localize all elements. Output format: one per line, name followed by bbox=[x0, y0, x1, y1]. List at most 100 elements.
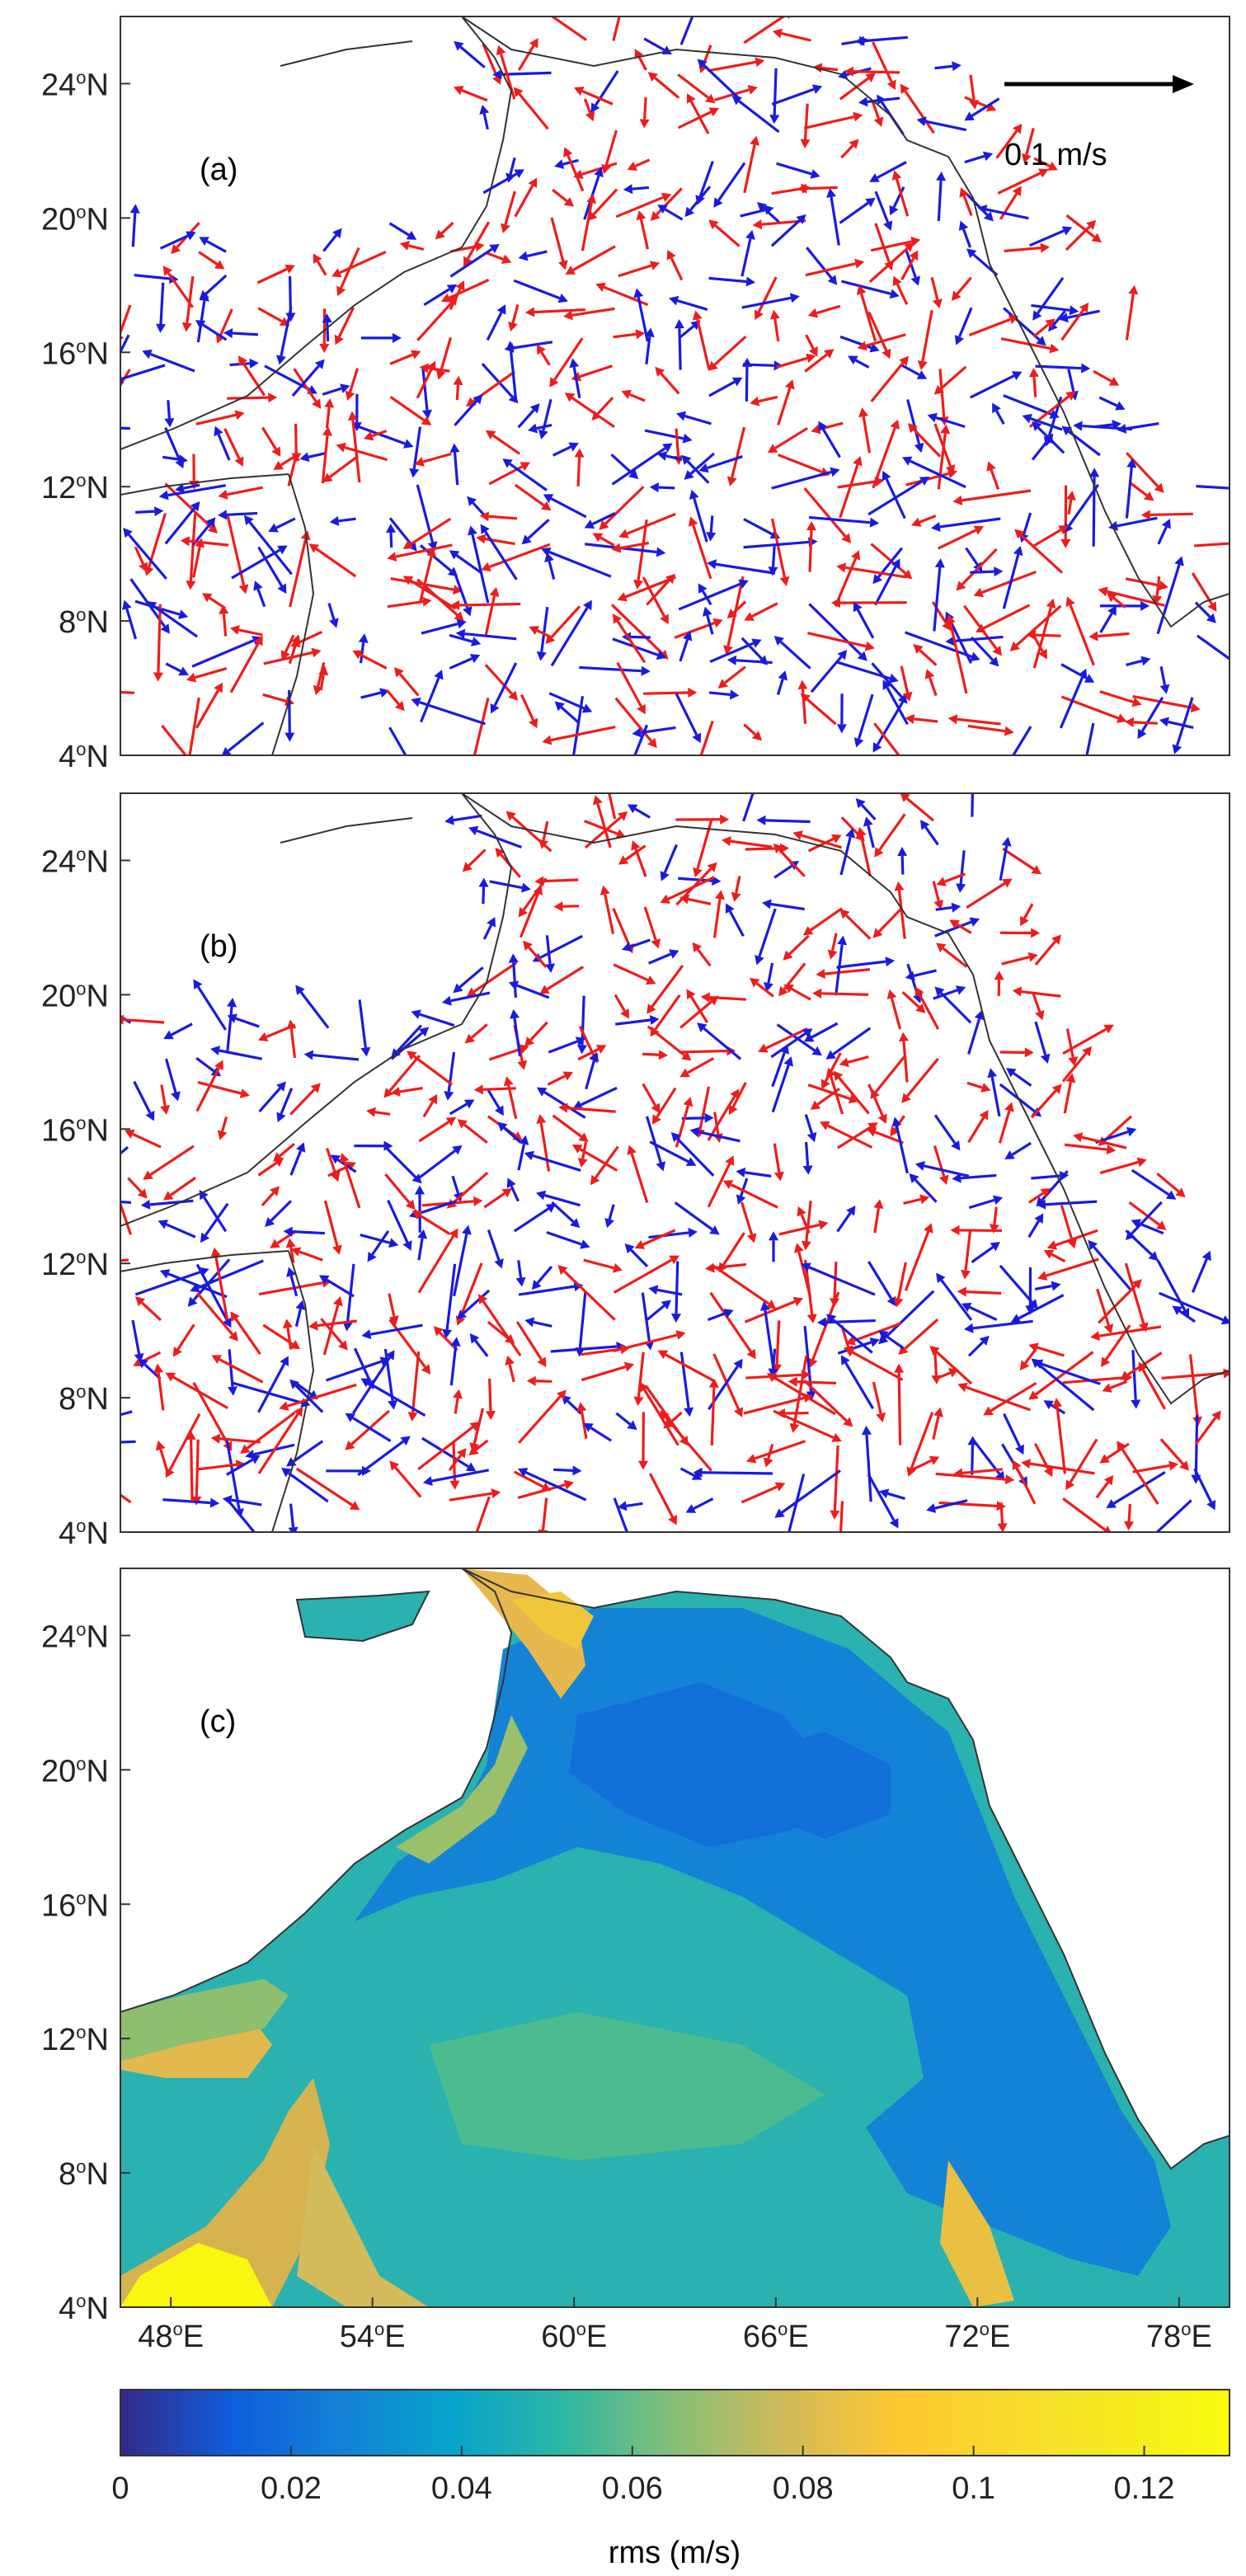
vector-arrow bbox=[741, 1485, 778, 1504]
vector-arrow bbox=[821, 428, 841, 458]
vector-arrow-head bbox=[909, 250, 919, 261]
vector-arrow-head bbox=[592, 795, 603, 806]
vector-arrow bbox=[165, 1058, 177, 1093]
vector-arrow bbox=[620, 541, 650, 550]
vector-arrow bbox=[871, 662, 903, 698]
vector-arrow bbox=[499, 53, 516, 100]
vector-arrow-head bbox=[889, 289, 900, 299]
vector-arrow-head bbox=[649, 261, 661, 270]
vector-arrow bbox=[149, 1145, 195, 1176]
vector-arrow-head bbox=[186, 1430, 196, 1441]
vector-arrow bbox=[905, 797, 935, 822]
vector-arrow-head bbox=[120, 336, 125, 341]
vector-arrow-head bbox=[650, 210, 661, 221]
vector-arrow bbox=[368, 1381, 426, 1417]
vector-arrow bbox=[539, 934, 583, 959]
vector-arrow bbox=[883, 1290, 935, 1339]
vector-arrow-head bbox=[836, 724, 847, 734]
vector-arrow bbox=[708, 276, 747, 284]
vector-arrow bbox=[195, 1439, 200, 1497]
vector-arrow-head bbox=[469, 654, 481, 664]
vector-arrow bbox=[408, 244, 425, 251]
vector-arrow-head bbox=[319, 344, 330, 354]
vector-arrow-head bbox=[933, 900, 944, 910]
vector-arrow-head bbox=[839, 909, 850, 919]
vector-arrow-head bbox=[201, 593, 213, 603]
vector-arrow bbox=[449, 1102, 468, 1116]
vector-arrow-head bbox=[637, 703, 646, 715]
vector-arrow bbox=[956, 276, 972, 295]
vector-arrow bbox=[289, 1503, 295, 1528]
vector-arrow-head bbox=[175, 483, 186, 494]
vector-arrow bbox=[634, 848, 647, 877]
vector-arrow-head bbox=[1028, 1342, 1039, 1352]
vector-arrow-head bbox=[402, 539, 414, 549]
vector-arrow-head bbox=[1126, 458, 1137, 468]
vector-arrow-head bbox=[698, 583, 708, 594]
vector-arrow-head bbox=[296, 1142, 306, 1153]
vector-arrow-head bbox=[1058, 313, 1069, 323]
vector-arrow bbox=[949, 623, 968, 694]
y-tick-label: 24oN bbox=[41, 1619, 109, 1654]
vector-arrow-head bbox=[594, 167, 604, 178]
vector-arrow bbox=[371, 1229, 390, 1256]
vector-arrow bbox=[900, 363, 920, 376]
vector-arrow-head bbox=[1140, 510, 1150, 520]
vector-arrow bbox=[788, 934, 810, 956]
y-tick-label: 8oN bbox=[59, 2156, 109, 2192]
vector-arrow-head bbox=[891, 558, 900, 569]
vector-arrow bbox=[614, 697, 653, 742]
vector-arrow bbox=[962, 1468, 1004, 1475]
vector-arrow-head bbox=[1004, 1474, 1015, 1485]
vector-arrow bbox=[204, 1202, 229, 1237]
vector-arrow bbox=[1062, 1027, 1107, 1055]
vector-arrow bbox=[232, 1381, 303, 1404]
vector-arrow-head bbox=[1082, 1046, 1092, 1057]
vector-arrow bbox=[871, 101, 880, 120]
vector-arrow-head bbox=[669, 949, 679, 959]
vector-arrow bbox=[248, 521, 293, 576]
vector-arrow-head bbox=[313, 253, 322, 264]
vector-arrow bbox=[321, 435, 329, 484]
vector-arrow bbox=[419, 677, 440, 723]
y-tick-label: 20oN bbox=[41, 1753, 109, 1789]
vector-arrow bbox=[468, 848, 487, 867]
vector-arrow-head bbox=[682, 631, 693, 642]
vector-arrow-head bbox=[692, 310, 703, 321]
vector-arrow-head bbox=[627, 1145, 637, 1155]
vector-arrow-head bbox=[919, 477, 930, 486]
vector-arrow bbox=[195, 689, 219, 729]
vector-arrow-head bbox=[107, 366, 116, 377]
vector-arrow bbox=[755, 982, 774, 998]
vector-arrow bbox=[417, 1238, 424, 1261]
vector-arrow-head bbox=[874, 847, 884, 858]
vector-arrow bbox=[829, 1075, 844, 1115]
vector-arrow-head bbox=[1128, 284, 1139, 295]
vector-arrow-head bbox=[758, 1043, 769, 1053]
vector-arrow bbox=[983, 604, 1031, 630]
vector-arrow bbox=[867, 1474, 896, 1521]
vector-arrow-head bbox=[536, 344, 546, 355]
vector-arrow bbox=[1120, 1447, 1159, 1505]
vector-arrow bbox=[707, 1095, 736, 1141]
vector-arrow-head bbox=[722, 836, 731, 847]
vector-arrow bbox=[449, 247, 493, 278]
panel-a-frame bbox=[120, 16, 1230, 756]
vector-arrow bbox=[348, 368, 360, 393]
vector-arrow bbox=[453, 452, 459, 486]
vector-arrow bbox=[885, 1334, 905, 1350]
vector-arrow-head bbox=[623, 184, 633, 195]
vector-arrow-head bbox=[329, 618, 339, 628]
vector-arrow bbox=[808, 603, 863, 656]
vector-arrow bbox=[534, 308, 585, 314]
vector-arrow-head bbox=[1107, 592, 1117, 603]
vector-arrow-head bbox=[1012, 986, 1023, 997]
vector-arrow-head bbox=[162, 1191, 174, 1201]
vector-arrow bbox=[613, 963, 649, 982]
vector-arrow bbox=[578, 1290, 587, 1348]
vector-arrow-head bbox=[496, 304, 506, 315]
vector-arrow-head bbox=[876, 1412, 886, 1422]
vector-arrow bbox=[453, 814, 482, 822]
vector-arrow bbox=[120, 1145, 129, 1155]
